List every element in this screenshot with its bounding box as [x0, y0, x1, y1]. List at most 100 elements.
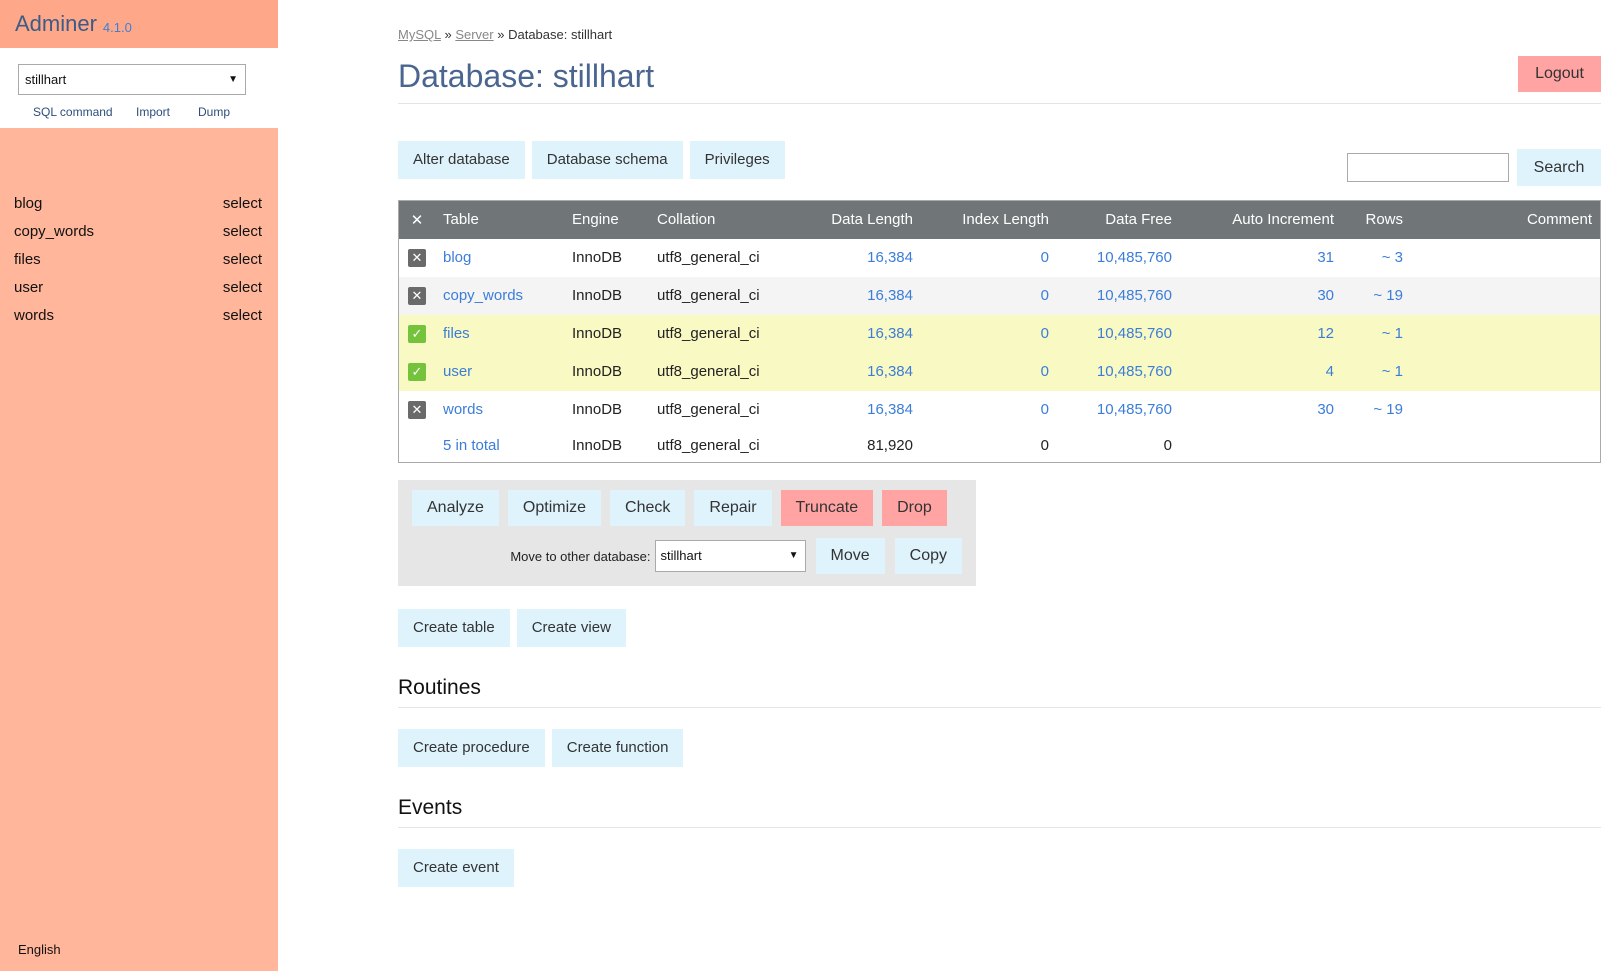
- optimize-button[interactable]: Optimize: [507, 490, 602, 526]
- tables-list: ✕ Table Engine Collation Data Length Ind…: [398, 200, 1601, 463]
- cell-data-length[interactable]: 16,384: [867, 325, 913, 342]
- move-label: Move to other database:: [510, 548, 651, 564]
- sidebar-table-name[interactable]: copy_words: [14, 223, 95, 240]
- app-name[interactable]: Adminer: [15, 11, 97, 36]
- sidebar-select-link[interactable]: select: [222, 279, 262, 296]
- privileges-button[interactable]: Privileges: [689, 141, 785, 179]
- cell-index-length[interactable]: 0: [1040, 287, 1049, 304]
- repair-button[interactable]: Repair: [694, 490, 772, 526]
- col-data-free[interactable]: Data Free: [1105, 211, 1172, 229]
- cell-data-free[interactable]: 10,485,760: [1096, 363, 1172, 380]
- move-button[interactable]: Move: [815, 538, 885, 574]
- create-table-button[interactable]: Create table: [398, 609, 510, 647]
- sidebar-select-link[interactable]: select: [222, 251, 262, 268]
- table-name-link[interactable]: copy_words: [443, 287, 524, 304]
- breadcrumb-mysql[interactable]: MySQL: [398, 27, 441, 42]
- cell-data-length[interactable]: 16,384: [867, 363, 913, 380]
- cell-data-length[interactable]: 16,384: [867, 249, 913, 266]
- database-select[interactable]: stillhart ▼: [18, 64, 246, 95]
- total-count-link[interactable]: 5 in total: [443, 436, 500, 454]
- col-index-length[interactable]: Index Length: [962, 211, 1049, 229]
- breadcrumb: MySQL » Server » Database: stillhart: [398, 27, 612, 42]
- select-all-checkbox[interactable]: ✕: [410, 211, 424, 229]
- row-checkbox-checked[interactable]: ✓: [408, 324, 426, 343]
- cell-rows[interactable]: ~ 1: [1381, 363, 1403, 380]
- table-name-link[interactable]: words: [443, 401, 484, 418]
- cell-auto-increment[interactable]: 30: [1317, 401, 1334, 418]
- cell-data-free[interactable]: 10,485,760: [1096, 249, 1172, 266]
- cell-auto-increment[interactable]: 31: [1317, 249, 1334, 266]
- sidebar-table-row: copy_words select: [14, 218, 262, 246]
- cell-rows[interactable]: ~ 19: [1373, 401, 1403, 418]
- create-function-button[interactable]: Create function: [551, 729, 684, 767]
- col-comment[interactable]: Comment: [1526, 211, 1592, 229]
- alter-database-button[interactable]: Alter database: [398, 141, 525, 179]
- search-input[interactable]: [1347, 153, 1509, 182]
- table-name-link[interactable]: user: [443, 363, 473, 380]
- sidebar-table-name[interactable]: files: [14, 251, 41, 268]
- cell-index-length[interactable]: 0: [1040, 363, 1049, 380]
- cell-index-length[interactable]: 0: [1040, 401, 1049, 418]
- cell-rows[interactable]: ~ 19: [1373, 287, 1403, 304]
- drop-button[interactable]: Drop: [882, 490, 947, 526]
- page-title: Database: stillhart: [398, 58, 655, 94]
- cell-auto-increment[interactable]: 4: [1325, 363, 1334, 380]
- col-auto-increment[interactable]: Auto Increment: [1232, 211, 1334, 229]
- sidebar-select-link[interactable]: select: [222, 223, 262, 240]
- app-version[interactable]: 4.1.0: [102, 19, 132, 35]
- row-checkbox[interactable]: ✕: [408, 400, 426, 419]
- breadcrumb-server[interactable]: Server: [455, 27, 494, 42]
- sidebar-table-name[interactable]: words: [14, 307, 55, 324]
- total-data-free: 0: [1163, 436, 1172, 454]
- logout-button[interactable]: Logout: [1518, 56, 1601, 92]
- copy-button[interactable]: Copy: [894, 538, 962, 574]
- table-row: ✓ files InnoDB utf8_general_ci 16,384 0 …: [398, 314, 1601, 353]
- database-actions: Alter database Database schema Privilege…: [398, 141, 785, 179]
- sidebar-table-name[interactable]: blog: [14, 195, 43, 212]
- cell-auto-increment[interactable]: 12: [1317, 325, 1334, 342]
- create-event-button[interactable]: Create event: [398, 849, 514, 887]
- analyze-button[interactable]: Analyze: [412, 490, 499, 526]
- cell-data-length[interactable]: 16,384: [867, 287, 913, 304]
- truncate-button[interactable]: Truncate: [780, 490, 874, 526]
- routines-actions: Create procedure Create function: [398, 729, 684, 767]
- create-procedure-button[interactable]: Create procedure: [398, 729, 545, 767]
- cell-auto-increment[interactable]: 30: [1317, 287, 1334, 304]
- row-checkbox-checked[interactable]: ✓: [408, 362, 426, 381]
- cell-data-free[interactable]: 10,485,760: [1096, 401, 1172, 418]
- col-engine[interactable]: Engine: [572, 211, 619, 229]
- table-name-link[interactable]: files: [443, 325, 470, 342]
- cell-index-length[interactable]: 0: [1040, 249, 1049, 266]
- col-table[interactable]: Table: [443, 211, 479, 229]
- database-schema-button[interactable]: Database schema: [531, 141, 683, 179]
- col-rows[interactable]: Rows: [1365, 211, 1403, 229]
- cell-rows[interactable]: ~ 1: [1381, 325, 1403, 342]
- sidebar-table-list: blog select copy_words select files sele…: [14, 190, 262, 330]
- table-row: ✕ blog InnoDB utf8_general_ci 16,384 0 1…: [399, 239, 1601, 277]
- events-divider: [398, 827, 1601, 828]
- col-collation[interactable]: Collation: [657, 211, 716, 229]
- check-button[interactable]: Check: [610, 490, 686, 526]
- row-checkbox[interactable]: ✕: [408, 286, 426, 305]
- create-view-button[interactable]: Create view: [516, 609, 626, 647]
- cell-rows[interactable]: ~ 3: [1381, 249, 1403, 266]
- sidebar-select-link[interactable]: select: [222, 307, 262, 324]
- sql-command-link[interactable]: SQL command: [33, 105, 113, 119]
- dump-link[interactable]: Dump: [198, 105, 231, 119]
- cell-comment: [1411, 391, 1601, 429]
- cell-engine: InnoDB: [572, 249, 623, 266]
- sidebar-select-link[interactable]: select: [222, 195, 262, 212]
- cell-data-free[interactable]: 10,485,760: [1096, 325, 1172, 342]
- import-link[interactable]: Import: [136, 105, 171, 119]
- language-link[interactable]: English: [18, 942, 61, 957]
- cell-data-length[interactable]: 16,384: [867, 401, 913, 418]
- total-index-length: 0: [1040, 436, 1049, 454]
- sidebar-table-name[interactable]: user: [14, 279, 44, 296]
- move-target-select[interactable]: stillhart ▼: [654, 540, 806, 572]
- cell-data-free[interactable]: 10,485,760: [1096, 287, 1172, 304]
- cell-index-length[interactable]: 0: [1040, 325, 1049, 342]
- search-button[interactable]: Search: [1517, 149, 1601, 186]
- table-name-link[interactable]: blog: [443, 249, 472, 266]
- row-checkbox[interactable]: ✕: [408, 248, 426, 267]
- col-data-length[interactable]: Data Length: [831, 211, 913, 229]
